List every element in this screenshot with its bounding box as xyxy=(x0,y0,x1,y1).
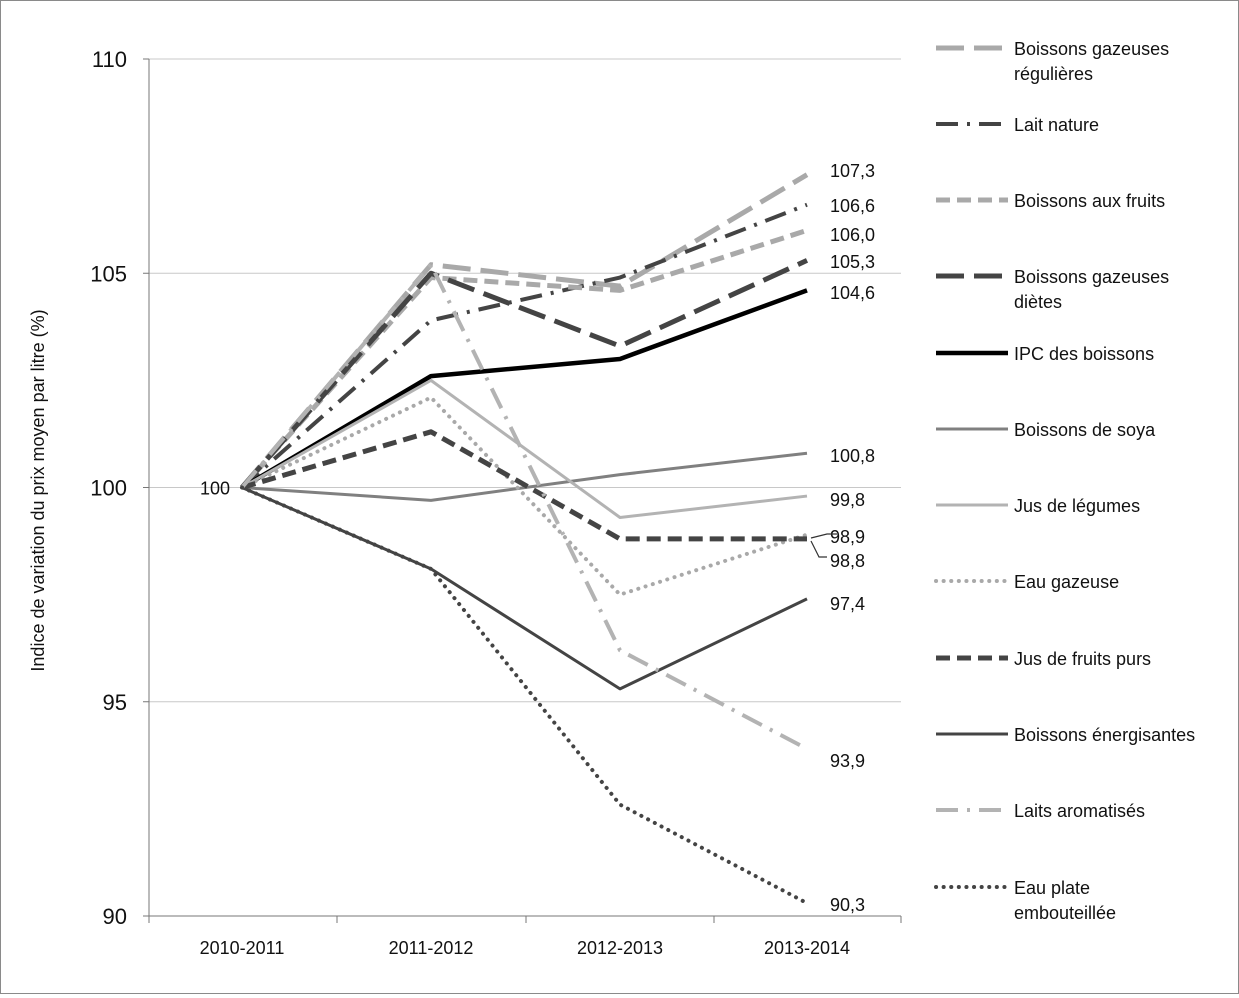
legend-label: Boissons gazeuses régulières xyxy=(1014,39,1169,84)
series-line xyxy=(241,378,808,519)
end-value-label: 97,4 xyxy=(830,594,865,614)
x-tick-label: 2013-2014 xyxy=(764,938,850,958)
legend: Boissons gazeuses régulières Lait nature Bo… xyxy=(934,39,1195,923)
start-value-label: 100 xyxy=(200,479,230,499)
legend-label: Laits aromatisés xyxy=(1014,801,1145,821)
end-value-label: 106,6 xyxy=(830,196,875,216)
end-value-label: 98,8 xyxy=(830,551,865,571)
legend-label: Jus de légumes xyxy=(1014,496,1140,516)
end-value-label: 90,3 xyxy=(830,895,865,915)
legend-label: Jus de fruits purs xyxy=(1014,649,1151,669)
end-value-label: 93,9 xyxy=(830,751,865,771)
series-line xyxy=(240,262,808,751)
series-line xyxy=(240,395,809,597)
legend-label: Eau plate embouteillée xyxy=(1014,878,1116,923)
legend-label: Lait nature xyxy=(1014,115,1099,135)
end-value-label: 106,0 xyxy=(830,225,875,245)
series-line xyxy=(240,228,808,490)
y-tick-label: 95 xyxy=(103,690,127,715)
end-value-label: 105,3 xyxy=(830,252,875,272)
series-line xyxy=(240,485,809,906)
axes: 90 95 100 105 110 2010-2011 2011-2012 2012-2013… xyxy=(90,47,902,958)
legend-label: Eau gazeuse xyxy=(1014,572,1119,592)
y-axis-label: Indice de variation du prix moyen par li… xyxy=(28,309,48,671)
legend-label: IPC des boissons xyxy=(1014,344,1154,364)
end-value-label: 107,3 xyxy=(830,161,875,181)
end-value-label: 100,8 xyxy=(830,446,875,466)
series-line xyxy=(240,258,809,490)
data-labels: 100 107,3 106,6 106,0 105,3 104,6 100,8 99,8 98,… xyxy=(200,161,875,915)
series-line xyxy=(240,288,808,490)
x-tick-label: 2012-2013 xyxy=(577,938,663,958)
x-tick-label: 2011-2012 xyxy=(389,938,474,958)
legend-label: Boissons gazeuses diètes xyxy=(1014,267,1169,312)
leader-line xyxy=(810,540,827,558)
y-tick-label: 100 xyxy=(90,476,127,501)
series-line xyxy=(241,429,807,542)
legend-label: Boissons aux fruits xyxy=(1014,191,1165,211)
x-tick-label: 2010-2011 xyxy=(200,938,285,958)
gridlines xyxy=(149,58,901,703)
series-line xyxy=(240,172,809,490)
legend-label: Boissons de soya xyxy=(1014,420,1156,440)
series-line xyxy=(240,202,808,489)
leader-line xyxy=(810,533,837,539)
series-lines xyxy=(240,172,809,906)
y-tick-label: 105 xyxy=(90,261,127,286)
y-tick-label: 90 xyxy=(103,904,127,929)
series-line xyxy=(241,486,808,691)
y-tick-label: 110 xyxy=(92,47,127,72)
end-value-label: 98,9 xyxy=(830,527,865,547)
end-value-label: 104,6 xyxy=(830,283,875,303)
end-value-label: 99,8 xyxy=(830,490,865,510)
legend-label: Boissons énergisantes xyxy=(1014,725,1195,745)
